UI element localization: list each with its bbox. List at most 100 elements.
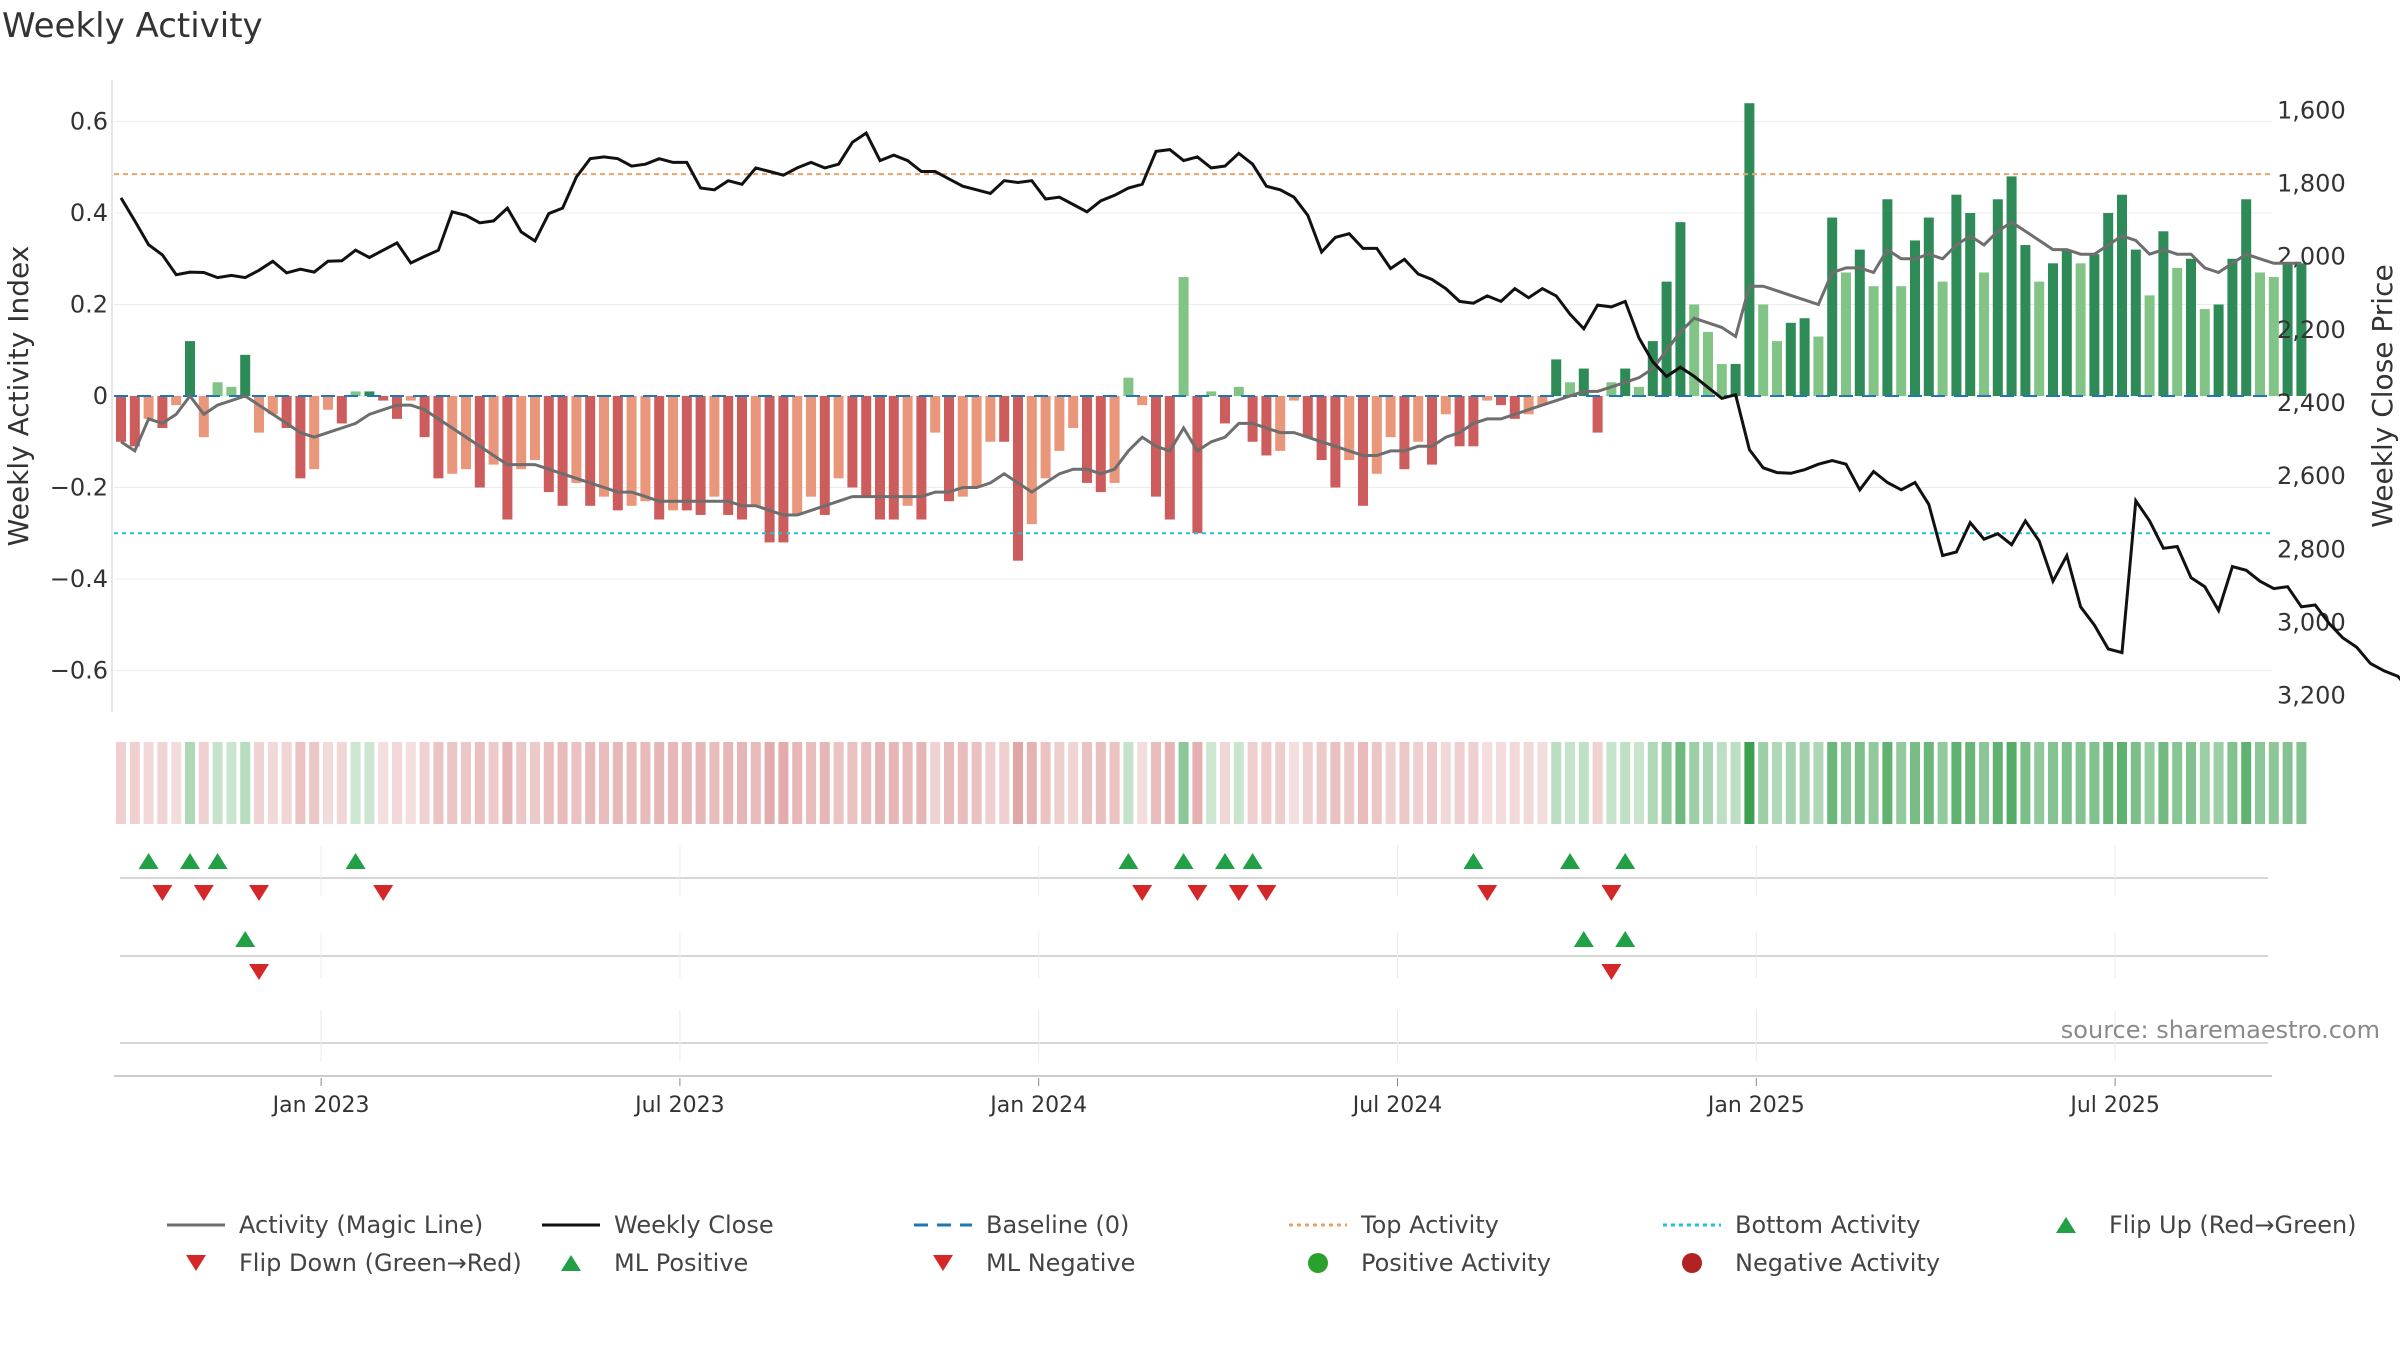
- heat-cell: [1482, 742, 1493, 824]
- activity-bar: [1772, 341, 1782, 396]
- activity-bar: [1703, 331, 1713, 396]
- heat-cell: [1758, 742, 1769, 824]
- heat-cell: [792, 742, 803, 824]
- heat-cell: [1054, 742, 1065, 824]
- activity-bar: [1744, 103, 1755, 396]
- heat-cell: [1523, 742, 1534, 824]
- heat-cell: [1427, 742, 1437, 824]
- heat-cell: [1178, 742, 1189, 824]
- activity-bar: [1040, 396, 1051, 479]
- activity-bar: [2061, 249, 2072, 396]
- activity-bar: [640, 396, 651, 502]
- activity-bar: [530, 396, 540, 461]
- activity-bar: [1813, 336, 1824, 396]
- activity-bar: [157, 396, 168, 429]
- heat-cell: [957, 742, 968, 824]
- marker-up-triangle: [1615, 931, 1636, 947]
- heat-cell: [1302, 742, 1313, 824]
- activity-bar: [1482, 396, 1493, 401]
- activity-bar: [129, 396, 140, 447]
- heat-cell: [1661, 742, 1672, 824]
- activity-bar: [1509, 396, 1520, 419]
- activity-bar: [1082, 396, 1092, 483]
- activity-bar: [750, 396, 761, 506]
- marker-up-triangle: [1463, 853, 1484, 869]
- activity-bar: [1247, 396, 1258, 442]
- heat-cell: [1979, 742, 1989, 824]
- activity-bar: [1289, 396, 1299, 401]
- activity-bar: [2296, 263, 2307, 396]
- activity-bar: [502, 396, 513, 520]
- heat-cell: [516, 742, 527, 824]
- activity-bar: [1523, 396, 1534, 415]
- activity-heat-strip: [116, 742, 2307, 824]
- activity-bar: [2130, 249, 2141, 396]
- activity-bar: [212, 382, 223, 396]
- activity-bar: [764, 396, 775, 543]
- y-tick-label: 0.2: [70, 291, 108, 319]
- activity-bar: [1841, 272, 1851, 396]
- heat-cell: [1965, 742, 1976, 824]
- heat-cell: [1399, 742, 1410, 824]
- heat-cell: [1620, 742, 1631, 824]
- heat-cell: [1992, 742, 2003, 824]
- heat-cell: [1289, 742, 1299, 824]
- heat-cell: [474, 742, 485, 824]
- heat-cell: [254, 742, 264, 824]
- heat-cell: [888, 742, 899, 824]
- activity-bar: [433, 396, 444, 479]
- marker-down-triangle: [1477, 885, 1498, 901]
- heat-cell: [1123, 742, 1134, 824]
- heat-cell: [2117, 742, 2127, 824]
- activity-bar: [1689, 304, 1700, 396]
- activity-bar: [1385, 396, 1396, 438]
- heat-cell: [419, 742, 430, 824]
- heat-cell: [1647, 742, 1658, 824]
- heat-cell: [2282, 742, 2293, 824]
- source-label: source: sharemaestro.com: [2061, 1016, 2380, 1044]
- activity-bar: [1730, 363, 1741, 396]
- heat-cell: [1565, 742, 1575, 824]
- activity-bar: [681, 396, 692, 511]
- heat-cell: [1137, 742, 1148, 824]
- activity-bar: [1675, 222, 1686, 396]
- activity-bar: [571, 396, 582, 483]
- activity-bar: [1923, 217, 1934, 396]
- heat-cell: [999, 742, 1010, 824]
- marker-up-triangle: [1560, 853, 1580, 869]
- marker-down-triangle: [1187, 885, 1208, 901]
- activity-bar: [2158, 231, 2169, 396]
- activity-bar: [488, 396, 499, 465]
- heat-cell: [695, 742, 706, 824]
- activity-bar: [309, 396, 320, 470]
- y2-tick-label: 3,000: [2277, 608, 2346, 636]
- heat-cell: [543, 742, 554, 824]
- y-tick-label: 0.4: [70, 199, 108, 227]
- heat-cell: [502, 742, 513, 824]
- activity-bar: [1440, 396, 1451, 415]
- activity-bar: [516, 396, 527, 470]
- y-tick-label: 0.6: [70, 108, 108, 136]
- activity-bar: [2199, 309, 2210, 396]
- heat-cell: [212, 742, 223, 824]
- marker-up-triangle: [180, 853, 200, 869]
- activity-bar: [226, 386, 237, 396]
- heat-cell: [1330, 742, 1341, 824]
- activity-bar: [405, 396, 416, 401]
- activity-bar: [1785, 322, 1796, 396]
- marker-down-triangle: [1228, 885, 1249, 901]
- activity-bar: [668, 396, 678, 511]
- heat-cell: [2075, 742, 2086, 824]
- heat-cell: [1868, 742, 1879, 824]
- heat-cell: [198, 742, 209, 824]
- activity-bar: [806, 396, 816, 497]
- activity-bar: [1868, 286, 1879, 396]
- marker-down-triangle: [1601, 885, 1622, 901]
- marker-down-triangle: [152, 885, 173, 901]
- marker-up-triangle: [207, 853, 228, 869]
- marker-down-triangle: [1132, 885, 1153, 901]
- y2-tick-label: 2,200: [2277, 316, 2346, 344]
- marker-up-triangle: [1615, 853, 1636, 869]
- activity-bar: [599, 396, 609, 497]
- activity-bar: [1592, 396, 1603, 433]
